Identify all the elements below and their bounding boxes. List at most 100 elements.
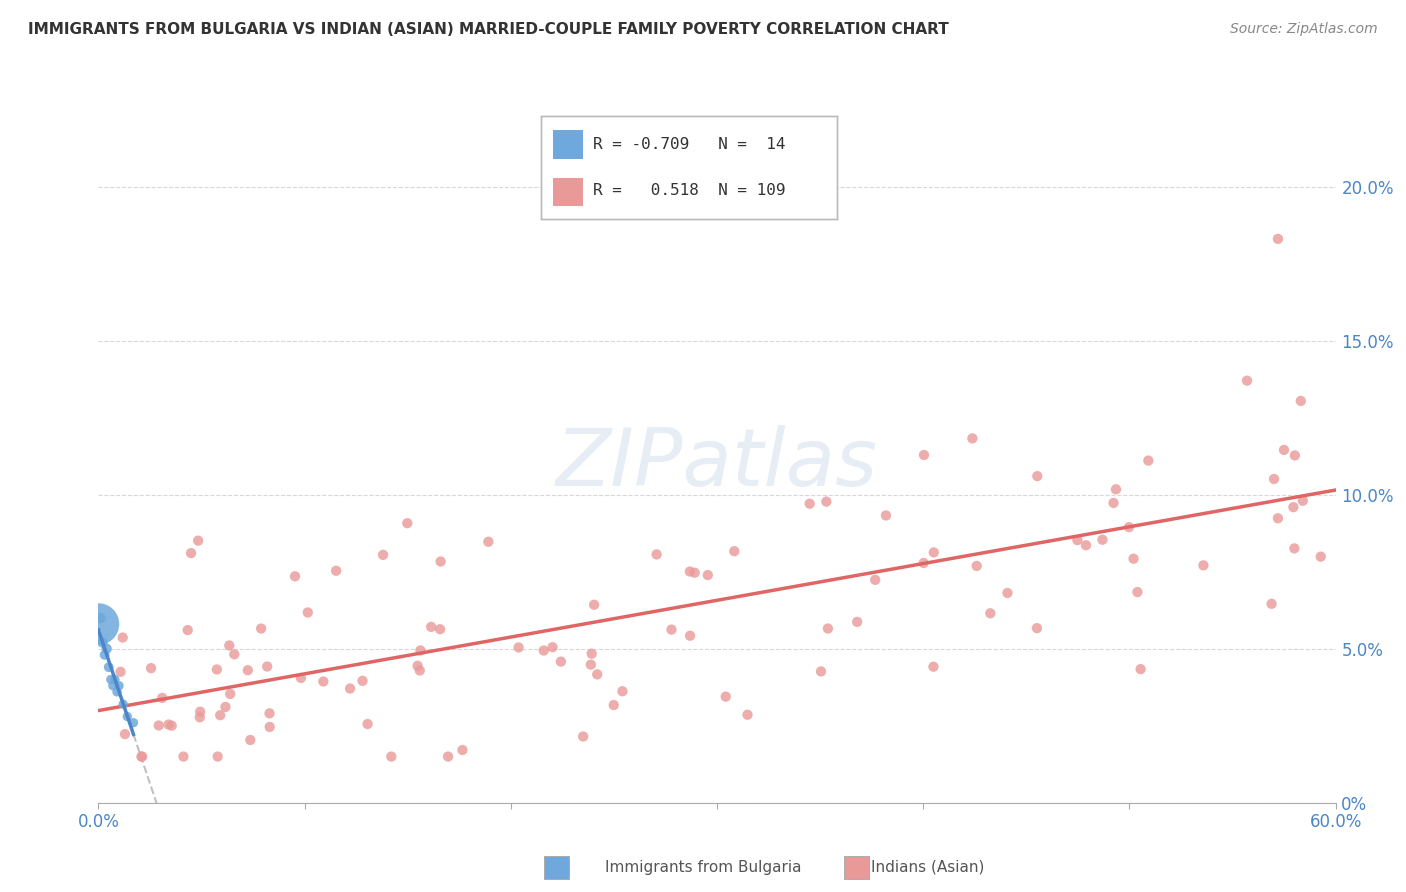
Point [122, 715, 145, 730]
Text: Indians (Asian): Indians (Asian) [872, 860, 984, 874]
Point [1074, 538, 1097, 552]
Point [312, 674, 335, 689]
Point [541, 640, 564, 655]
Point [259, 706, 281, 721]
Point [1284, 449, 1306, 463]
Point [87, 617, 110, 632]
Text: Source: ZipAtlas.com: Source: ZipAtlas.com [1230, 22, 1378, 37]
Point [1137, 453, 1160, 467]
Text: R = -0.709   N =  14: R = -0.709 N = 14 [593, 137, 786, 153]
Point [187, 533, 209, 548]
Point [922, 659, 945, 673]
Point [188, 705, 211, 719]
Point [96, 641, 118, 656]
Point [150, 690, 173, 705]
Point [396, 516, 419, 531]
Point [962, 431, 984, 445]
Point [979, 607, 1001, 621]
Point [371, 548, 394, 562]
Point [256, 659, 278, 673]
Point [89, 611, 111, 625]
Text: IMMIGRANTS FROM BULGARIA VS INDIAN (ASIAN) MARRIED-COUPLE FAMILY POVERTY CORRELA: IMMIGRANTS FROM BULGARIA VS INDIAN (ASIA… [28, 22, 949, 37]
Point [325, 564, 347, 578]
Point [1267, 232, 1289, 246]
Point [1118, 520, 1140, 534]
Point [437, 749, 460, 764]
Point [550, 655, 572, 669]
Point [1292, 493, 1315, 508]
Point [108, 679, 131, 693]
Point [111, 631, 134, 645]
Point [172, 749, 194, 764]
Point [1309, 549, 1331, 564]
Point [207, 749, 229, 764]
Point [1284, 541, 1306, 556]
Point [912, 556, 935, 570]
Point [1260, 597, 1282, 611]
Point [160, 719, 183, 733]
Point [352, 673, 374, 688]
Point [966, 558, 988, 573]
Point [1263, 472, 1285, 486]
Point [922, 545, 945, 559]
Point [250, 622, 273, 636]
Point [477, 534, 499, 549]
Point [224, 648, 246, 662]
Point [612, 684, 634, 698]
Point [91, 635, 114, 649]
Point [799, 497, 821, 511]
Point [131, 749, 153, 764]
Point [451, 743, 474, 757]
Point [679, 629, 702, 643]
Point [429, 622, 451, 636]
Point [110, 665, 132, 679]
Point [93, 648, 115, 662]
Text: ZIPatlas: ZIPatlas [555, 425, 879, 503]
Point [1289, 393, 1312, 408]
Text: R =   0.518  N = 109: R = 0.518 N = 109 [593, 184, 786, 198]
Point [586, 667, 609, 681]
Point [875, 508, 897, 523]
Point [683, 566, 706, 580]
Point [1267, 511, 1289, 525]
Point [157, 717, 180, 731]
Point [1105, 483, 1128, 497]
Point [339, 681, 361, 696]
Point [579, 657, 602, 672]
Point [1102, 496, 1125, 510]
Point [180, 546, 202, 560]
Point [661, 623, 683, 637]
Point [218, 639, 240, 653]
Point [100, 673, 122, 687]
Point [1091, 533, 1114, 547]
Point [205, 663, 228, 677]
Point [188, 710, 211, 724]
Point [148, 718, 170, 732]
Point [645, 548, 668, 562]
Point [420, 620, 443, 634]
Point [117, 709, 139, 723]
Point [817, 622, 839, 636]
Point [815, 494, 838, 508]
Point [239, 733, 262, 747]
Point [714, 690, 737, 704]
Point [380, 749, 402, 764]
Point [112, 697, 135, 711]
Point [1282, 500, 1305, 515]
Point [209, 708, 232, 723]
Point [1066, 533, 1088, 548]
Point [723, 544, 745, 558]
Point [696, 568, 718, 582]
Point [1129, 662, 1152, 676]
Point [1272, 442, 1295, 457]
Point [865, 573, 887, 587]
Point [236, 663, 259, 677]
Point [429, 554, 451, 568]
Point [1236, 374, 1258, 388]
Point [679, 565, 702, 579]
Point [356, 717, 378, 731]
Point [259, 720, 281, 734]
Point [131, 749, 153, 764]
Point [297, 606, 319, 620]
Point [912, 448, 935, 462]
